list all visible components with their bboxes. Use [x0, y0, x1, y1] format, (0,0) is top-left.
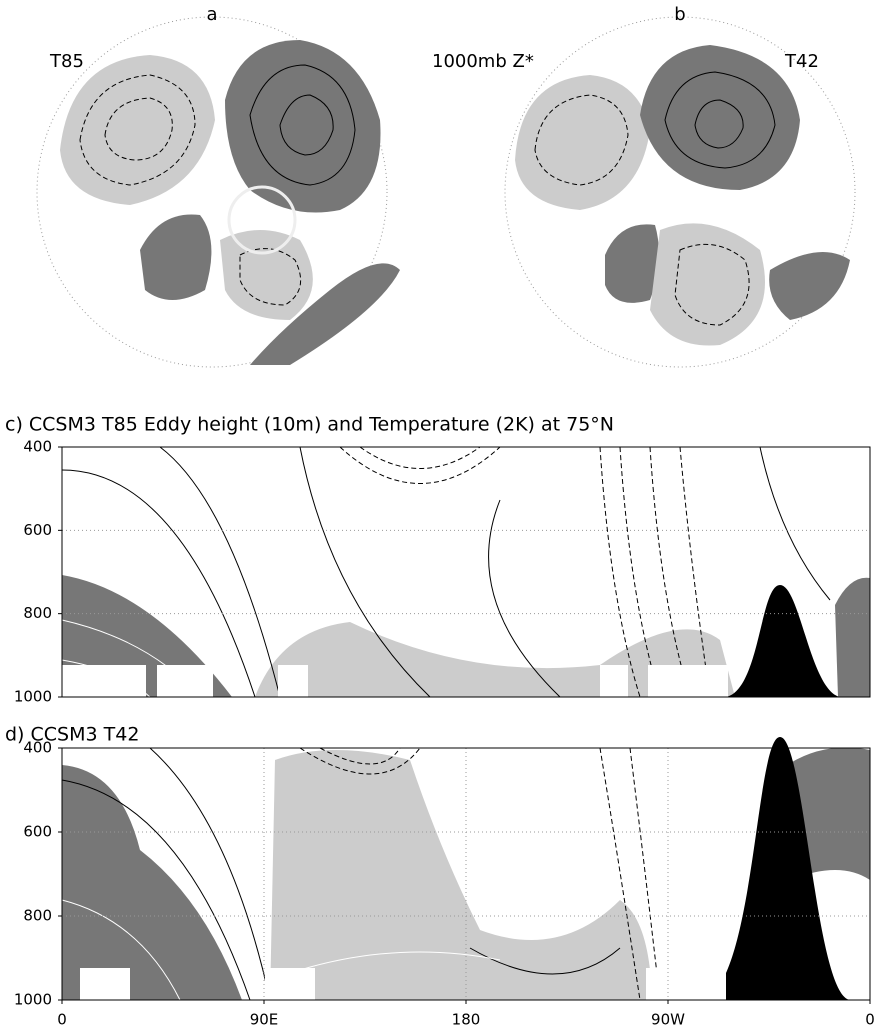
y-tick-label: 600	[23, 521, 52, 539]
y-tick-label: 1000	[14, 991, 52, 1009]
x-tick-label: 0	[57, 1011, 67, 1029]
section-c	[62, 447, 870, 697]
x-tick-label: 0	[865, 1011, 875, 1029]
y-tick-label: 600	[23, 823, 52, 841]
y-tick-label: 400	[23, 739, 52, 757]
map-a	[37, 17, 400, 367]
y-tick-label: 800	[23, 604, 52, 622]
right-label: T42	[784, 51, 819, 72]
y-tick-label: 1000	[14, 688, 52, 706]
panel-label: a	[206, 4, 217, 25]
center-label: 1000mb Z*	[432, 51, 534, 72]
left-label: T85	[49, 51, 84, 72]
y-tick-label: 800	[23, 907, 52, 925]
x-tick-label: 180	[452, 1011, 481, 1029]
panel-title: c) CCSM3 T85 Eddy height (10m) and Tempe…	[5, 414, 614, 436]
figure: a b T85 1000mb Z* T42	[0, 0, 875, 1034]
x-tick-label: 90W	[651, 1011, 685, 1029]
y-tick-label: 400	[23, 438, 52, 456]
x-tick-label: 90E	[250, 1011, 279, 1029]
panel-label: b	[674, 4, 685, 25]
